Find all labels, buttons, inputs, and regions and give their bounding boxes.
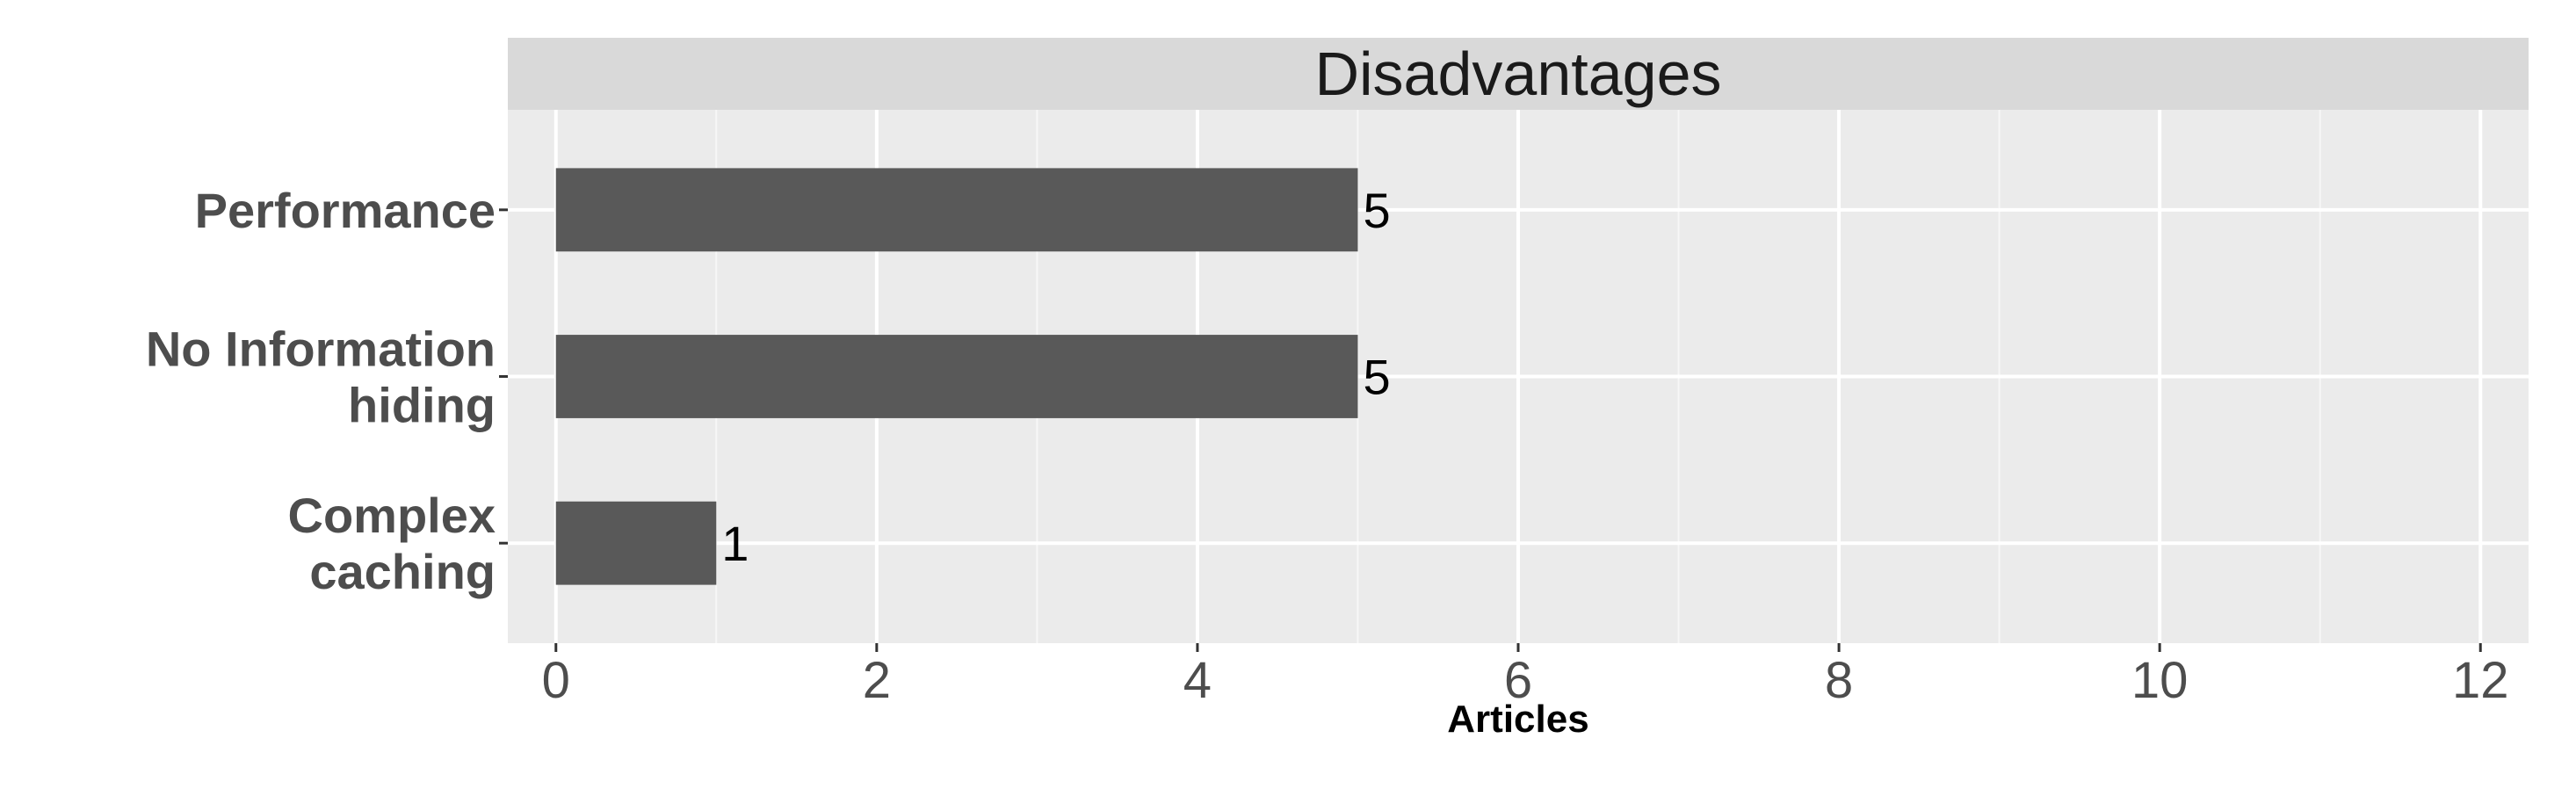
x-tick-label: 2 [863, 652, 891, 709]
data-label: 5 [1363, 183, 1390, 238]
chart-title: Disadvantages [1314, 40, 1721, 108]
category-label: Complex caching [288, 488, 496, 599]
category-label: Performance [195, 183, 496, 238]
y-axis-ticks [499, 208, 508, 545]
x-tick-label: 10 [2131, 652, 2189, 709]
x-axis-labels: 0 2 4 6 8 10 12 [542, 652, 2509, 709]
x-axis-title: Articles [1447, 698, 1588, 741]
x-tick-label: 6 [1504, 652, 1532, 709]
facet-strip [508, 38, 2529, 110]
bar [555, 168, 1358, 252]
x-tick-label: 8 [1825, 652, 1853, 709]
x-tick-label: 0 [542, 652, 570, 709]
data-label: 5 [1363, 350, 1390, 405]
bars [555, 168, 1358, 585]
x-tick-label: 4 [1183, 652, 1212, 709]
category-label: No Information hiding [146, 322, 496, 433]
bar [555, 501, 717, 585]
x-axis-ticks [554, 643, 2482, 652]
data-label: 1 [721, 516, 749, 571]
y-axis-labels: Performance No Information hiding Complex ca… [146, 183, 496, 599]
bar [555, 335, 1358, 418]
x-tick-label: 12 [2452, 652, 2509, 709]
data-labels: 5 5 1 [721, 183, 1390, 571]
